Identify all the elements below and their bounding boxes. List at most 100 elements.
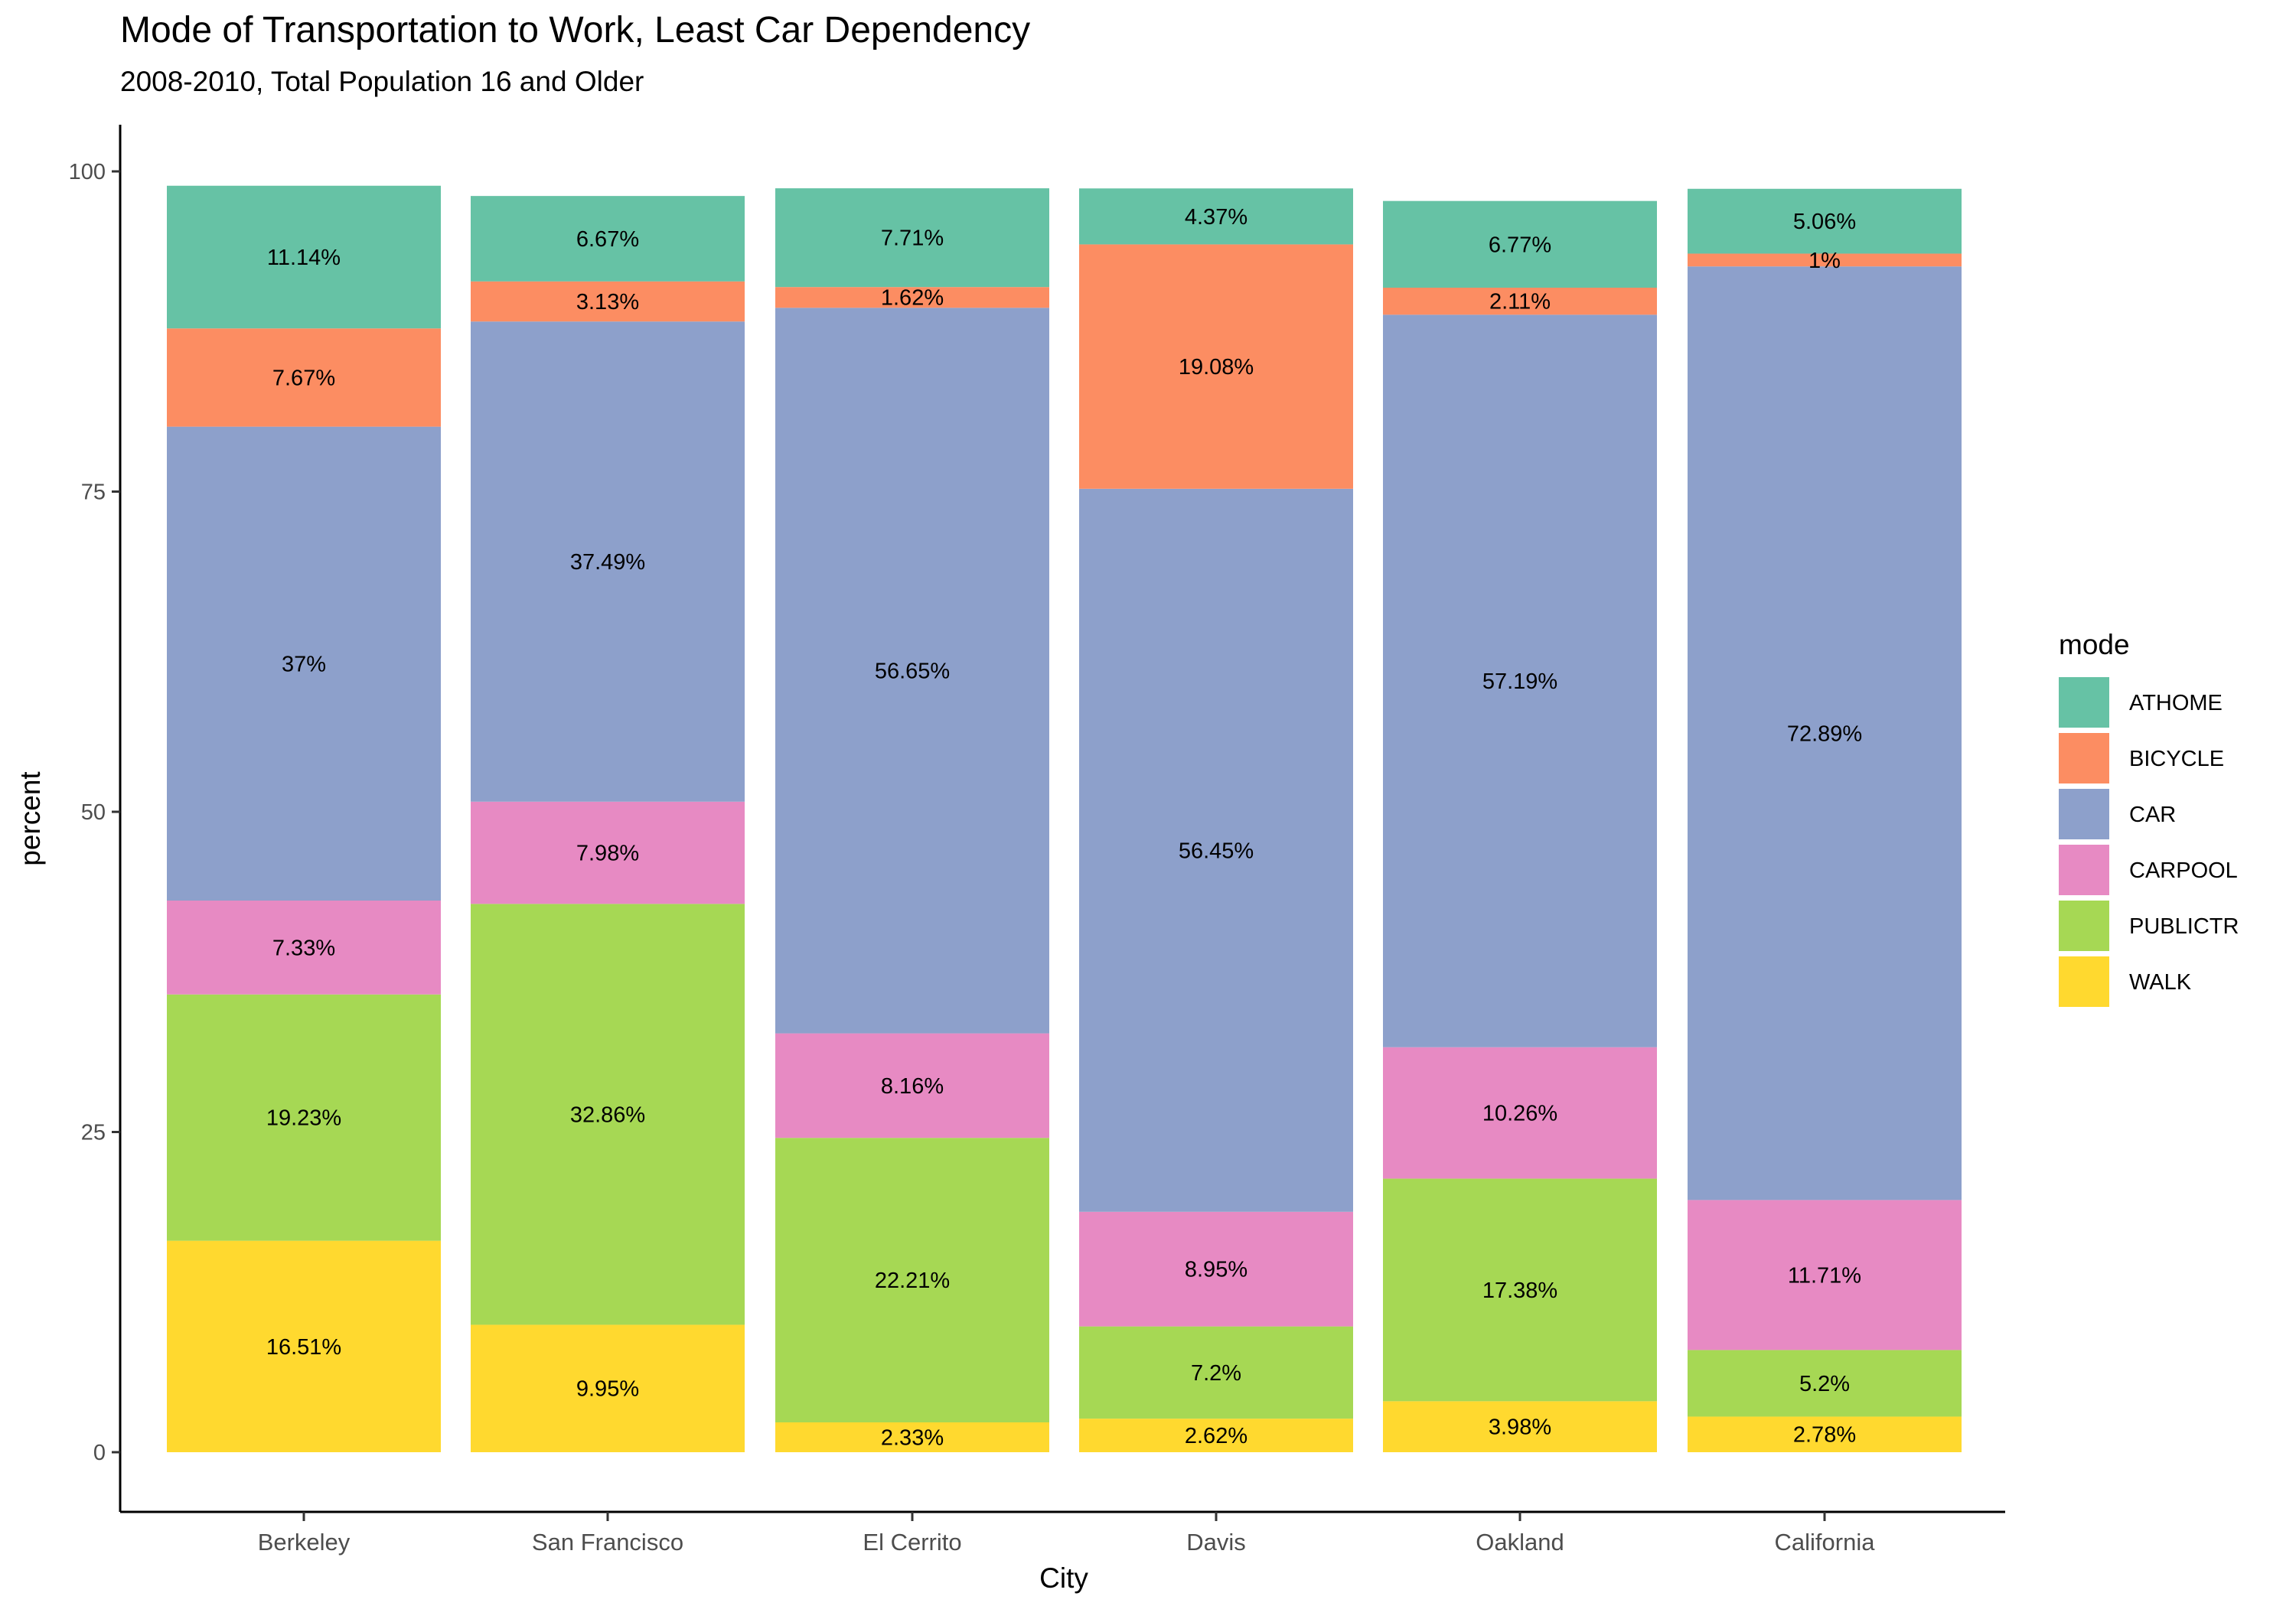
bar-berkeley-carpool: [167, 901, 441, 995]
bar-davis-car: [1079, 488, 1353, 1212]
legend-key-athome: [2059, 677, 2109, 728]
x-axis-title: City: [1039, 1562, 1088, 1594]
bar-california-carpool: [1688, 1200, 1962, 1350]
bar-california-athome: [1688, 188, 1962, 254]
data-label-california-walk: 2.78%: [1793, 1423, 1856, 1448]
bars-layer: [167, 185, 1962, 1452]
bar-oakland-carpool: [1383, 1047, 1657, 1179]
data-label-oakland-walk: 3.98%: [1489, 1415, 1551, 1440]
x-tick-label-california: California: [1775, 1529, 1876, 1556]
x-tick-label-davis: Davis: [1186, 1529, 1246, 1556]
legend-key-bicycle: [2059, 733, 2109, 783]
x-tick-label-oakland: Oakland: [1476, 1529, 1564, 1556]
bar-california-walk: [1688, 1416, 1962, 1452]
bar-davis-athome: [1079, 188, 1353, 245]
data-label-berkeley-publictr: 19.23%: [266, 1106, 341, 1131]
y-tick-label: 100: [69, 160, 106, 184]
data-label-berkeley-bicycle: 7.67%: [272, 366, 335, 390]
data-label-el-cerrito-walk: 2.33%: [881, 1425, 944, 1450]
bar-el-cerrito-carpool: [775, 1033, 1049, 1139]
data-label-san-francisco-walk: 9.95%: [576, 1377, 639, 1402]
bar-berkeley-walk: [167, 1240, 441, 1452]
data-label-san-francisco-publictr: 32.86%: [570, 1103, 645, 1127]
chart-subtitle: 2008-2010, Total Population 16 and Older: [120, 66, 644, 97]
data-label-oakland-publictr: 17.38%: [1482, 1279, 1557, 1303]
bar-berkeley-car: [167, 426, 441, 901]
y-tick-label: 50: [81, 800, 106, 825]
data-label-el-cerrito-publictr: 22.21%: [875, 1269, 950, 1293]
bar-california-bicycle: [1688, 253, 1962, 267]
bar-san-francisco-athome: [471, 196, 745, 282]
data-label-el-cerrito-bicycle: 1.62%: [881, 286, 944, 311]
bar-san-francisco-car: [471, 321, 745, 802]
data-label-davis-athome: 4.37%: [1185, 205, 1247, 230]
legend-key-walk: [2059, 956, 2109, 1007]
bar-el-cerrito-walk: [775, 1422, 1049, 1452]
data-label-san-francisco-car: 37.49%: [570, 550, 645, 575]
bar-san-francisco-walk: [471, 1324, 745, 1452]
bar-oakland-publictr: [1383, 1178, 1657, 1402]
x-tick-label-el-cerrito: El Cerrito: [863, 1529, 961, 1556]
legend-label-carpool: CARPOOL: [2129, 858, 2238, 883]
data-label-el-cerrito-athome: 7.71%: [881, 226, 944, 251]
bar-oakland-car: [1383, 314, 1657, 1047]
x-tick-label-berkeley: Berkeley: [258, 1529, 351, 1556]
bar-san-francisco-publictr: [471, 904, 745, 1325]
y-tick-label: 75: [81, 480, 106, 505]
data-label-berkeley-carpool: 7.33%: [272, 936, 335, 960]
data-label-san-francisco-carpool: 7.98%: [576, 842, 639, 866]
data-label-davis-walk: 2.62%: [1185, 1424, 1247, 1448]
data-label-davis-car: 56.45%: [1179, 839, 1254, 863]
legend-label-athome: ATHOME: [2129, 691, 2223, 715]
bar-oakland-bicycle: [1383, 287, 1657, 315]
bar-berkeley-athome: [167, 185, 441, 329]
data-label-davis-carpool: 8.95%: [1185, 1258, 1247, 1282]
bar-san-francisco-bicycle: [471, 281, 745, 322]
bar-davis-bicycle: [1079, 244, 1353, 489]
legend-label-publictr: PUBLICTR: [2129, 914, 2239, 939]
data-label-el-cerrito-car: 56.65%: [875, 659, 950, 683]
bar-california-car: [1688, 266, 1962, 1200]
x-tick-label-san-francisco: San Francisco: [532, 1529, 683, 1556]
legend-label-bicycle: BICYCLE: [2129, 747, 2224, 771]
data-label-san-francisco-athome: 6.67%: [576, 227, 639, 252]
y-ticks-layer: 0 25 50 75 100: [69, 160, 120, 1465]
y-tick-label: 0: [93, 1441, 106, 1465]
data-label-san-francisco-bicycle: 3.13%: [576, 290, 639, 314]
data-label-california-car: 72.89%: [1787, 722, 1862, 746]
bar-oakland-walk: [1383, 1401, 1657, 1452]
data-label-oakland-bicycle: 2.11%: [1489, 290, 1551, 314]
legend-label-walk: WALK: [2129, 970, 2192, 995]
data-label-oakland-athome: 6.77%: [1489, 233, 1551, 257]
bar-el-cerrito-athome: [775, 188, 1049, 288]
bar-davis-publictr: [1079, 1326, 1353, 1419]
data-label-oakland-carpool: 10.26%: [1482, 1102, 1557, 1126]
segment-labels-layer: 16.51% 19.23% 7.33% 37% 7.67% 11.14% 9.95% 32.8…: [266, 205, 1862, 1451]
data-label-california-bicycle: 1%: [1808, 249, 1841, 273]
data-label-berkeley-car: 37%: [282, 652, 326, 676]
legend-key-car: [2059, 789, 2109, 839]
bar-el-cerrito-bicycle: [775, 287, 1049, 308]
bar-california-publictr: [1688, 1350, 1962, 1417]
bar-el-cerrito-publictr: [775, 1138, 1049, 1422]
y-tick-label: 25: [81, 1121, 106, 1145]
bar-el-cerrito-car: [775, 308, 1049, 1034]
legend-key-publictr: [2059, 901, 2109, 951]
y-axis-title: percent: [15, 771, 46, 866]
data-label-california-athome: 5.06%: [1793, 210, 1856, 234]
data-label-california-publictr: 5.2%: [1799, 1372, 1850, 1396]
bar-berkeley-bicycle: [167, 328, 441, 427]
data-label-davis-bicycle: 19.08%: [1179, 355, 1254, 380]
legend-key-carpool: [2059, 845, 2109, 895]
bar-berkeley-publictr: [167, 994, 441, 1241]
x-ticks-layer: Berkeley San Francisco El Cerrito Davis Oakl…: [258, 1512, 1876, 1556]
bar-oakland-athome: [1383, 200, 1657, 288]
data-label-berkeley-athome: 11.14%: [267, 246, 341, 270]
bar-san-francisco-carpool: [471, 801, 745, 904]
data-label-el-cerrito-carpool: 8.16%: [881, 1074, 944, 1099]
legend: mode ATHOME BICYCLE CAR CARPOOL PUBLICTR WALK: [2059, 629, 2239, 1007]
bar-davis-carpool: [1079, 1211, 1353, 1327]
chart-title: Mode of Transportation to Work, Least Ca…: [120, 10, 1031, 50]
data-label-berkeley-walk: 16.51%: [266, 1335, 341, 1360]
